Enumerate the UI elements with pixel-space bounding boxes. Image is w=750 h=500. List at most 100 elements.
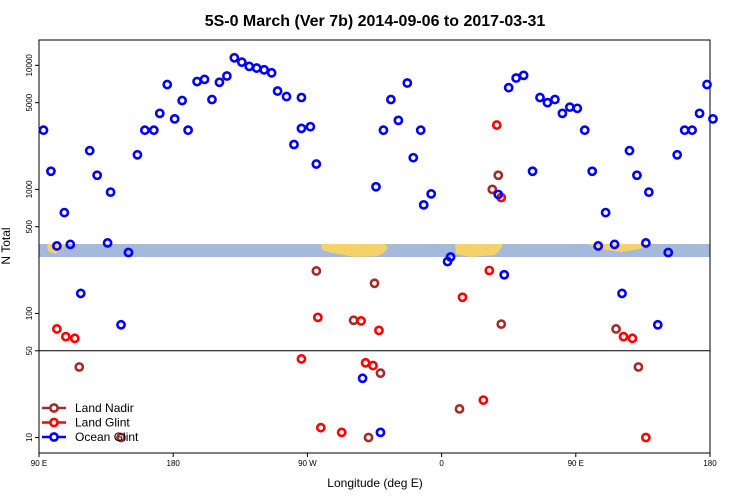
land-nadir-point xyxy=(454,404,465,414)
ocean-glint-point xyxy=(550,94,560,105)
ocean-glint-point xyxy=(51,241,62,251)
ocean-glint-point xyxy=(199,74,210,85)
ocean-glint-point xyxy=(375,427,386,438)
y-axis: 10 50 100 500 1000 5000 10000 xyxy=(25,54,39,442)
ocean-glint-point xyxy=(266,67,277,78)
legend-marker-land-glint xyxy=(49,417,59,428)
land-nadir-point xyxy=(116,432,126,443)
ocean-glint-point xyxy=(371,181,381,192)
ocean-glint-point xyxy=(687,125,698,136)
x-axis-label: Longitude (deg E) xyxy=(327,476,422,490)
legend-marker-ocean-glint xyxy=(49,432,59,442)
ocean-glint-point xyxy=(207,94,217,105)
land-glint-point xyxy=(368,360,378,371)
chart-title: 5S-0 March (Ver 7b) 2014-09-06 to 2017-0… xyxy=(205,13,546,30)
y-tick-label: 5000 xyxy=(25,93,34,111)
ocean-glint-point xyxy=(214,77,225,88)
x-tick-label: 90 W xyxy=(298,459,317,468)
ocean-glint-point xyxy=(600,207,611,218)
y-tick-label: 10 xyxy=(25,433,34,442)
ocean-glint-point xyxy=(617,288,627,299)
land-nadir-point xyxy=(611,324,621,334)
x-tick-label: 180 xyxy=(703,459,717,468)
ocean-glint-point xyxy=(511,73,522,83)
land-nadir-point xyxy=(496,319,507,330)
ocean-glint-point xyxy=(59,207,70,218)
legend-label-ocean-glint: Ocean Glint xyxy=(75,430,139,444)
land-nadir-point xyxy=(493,170,504,181)
y-tick-label: 1000 xyxy=(25,180,34,198)
africa-landmass xyxy=(455,244,503,257)
ocean-glint-point xyxy=(564,102,575,113)
ocean-glint-point xyxy=(192,76,202,87)
ocean-glint-point xyxy=(65,239,76,250)
ocean-glint-point xyxy=(609,239,620,250)
ocean-glint-point xyxy=(579,125,590,136)
ocean-glint-point xyxy=(587,166,598,177)
australasia-landmass-east xyxy=(588,244,650,252)
ocean-glint-point xyxy=(102,238,113,248)
ocean-glint-point xyxy=(672,149,683,160)
ocean-glint-point xyxy=(272,86,283,96)
x-tick-label: 180 xyxy=(167,459,181,468)
ocean-glint-point xyxy=(572,103,583,114)
ocean-glint-point xyxy=(593,241,604,251)
ocean-glint-point xyxy=(259,64,270,75)
x-axis: 90 E 180 90 W 0 90 E 180 xyxy=(31,453,717,468)
ocean-glint-point xyxy=(123,247,134,258)
ocean-glint-point xyxy=(162,79,173,90)
ocean-glint-point xyxy=(221,71,232,81)
data-points xyxy=(38,52,718,443)
ocean-glint-point xyxy=(92,170,103,181)
ocean-glint-point xyxy=(640,238,651,248)
ocean-glint-point xyxy=(535,92,545,103)
y-tick-label: 100 xyxy=(25,306,34,320)
x-tick-label: 0 xyxy=(439,459,444,468)
land-nadir-point xyxy=(375,368,386,379)
ocean-glint-point xyxy=(75,288,86,299)
ocean-glint-point xyxy=(177,95,188,106)
ocean-glint-point xyxy=(289,139,299,150)
ocean-glint-point xyxy=(679,125,690,136)
land-glint-point xyxy=(360,357,371,368)
ocean-glint-point xyxy=(652,319,663,330)
ocean-glint-point xyxy=(251,63,262,73)
ocean-glint-point xyxy=(426,188,437,199)
ocean-glint-point xyxy=(38,125,49,136)
land-nadir-point xyxy=(74,362,85,372)
land-glint-point xyxy=(484,265,495,276)
ocean-glint-point xyxy=(402,78,413,88)
ocean-glint-point xyxy=(105,187,116,198)
ocean-glint-point xyxy=(386,94,396,105)
ocean-glint-point xyxy=(445,252,456,262)
ocean-glint-point xyxy=(643,187,654,198)
ocean-glint-point xyxy=(116,319,126,330)
land-glint-point xyxy=(627,333,638,344)
land-nadir-point xyxy=(311,266,322,276)
land-glint-point xyxy=(374,325,384,336)
land-glint-point xyxy=(640,432,651,443)
ocean-glint-point xyxy=(46,166,56,177)
ocean-glint-point xyxy=(415,125,426,136)
ocean-glint-point xyxy=(132,149,143,160)
x-tick-label: 90 E xyxy=(568,459,584,468)
ocean-glint-point xyxy=(393,115,404,126)
land-glint-point xyxy=(315,422,326,433)
land-glint-point xyxy=(478,395,489,406)
ocean-glint-point xyxy=(378,125,389,136)
ocean-glint-point xyxy=(503,82,514,93)
land-nadir-point xyxy=(369,278,380,289)
ocean-glint-point xyxy=(183,125,194,136)
ocean-glint-point xyxy=(296,92,307,103)
ocean-glint-point xyxy=(702,79,712,90)
americas-landmass xyxy=(321,244,388,257)
ocean-glint-point xyxy=(305,121,316,132)
ocean-glint-point xyxy=(527,166,538,177)
x-tick-label: 90 E xyxy=(31,459,47,468)
y-tick-label: 500 xyxy=(25,220,34,234)
ocean-glint-point xyxy=(408,152,419,163)
ocean-glint-point xyxy=(296,123,307,134)
ocean-glint-point xyxy=(632,170,642,181)
ocean-glint-point xyxy=(229,52,240,63)
